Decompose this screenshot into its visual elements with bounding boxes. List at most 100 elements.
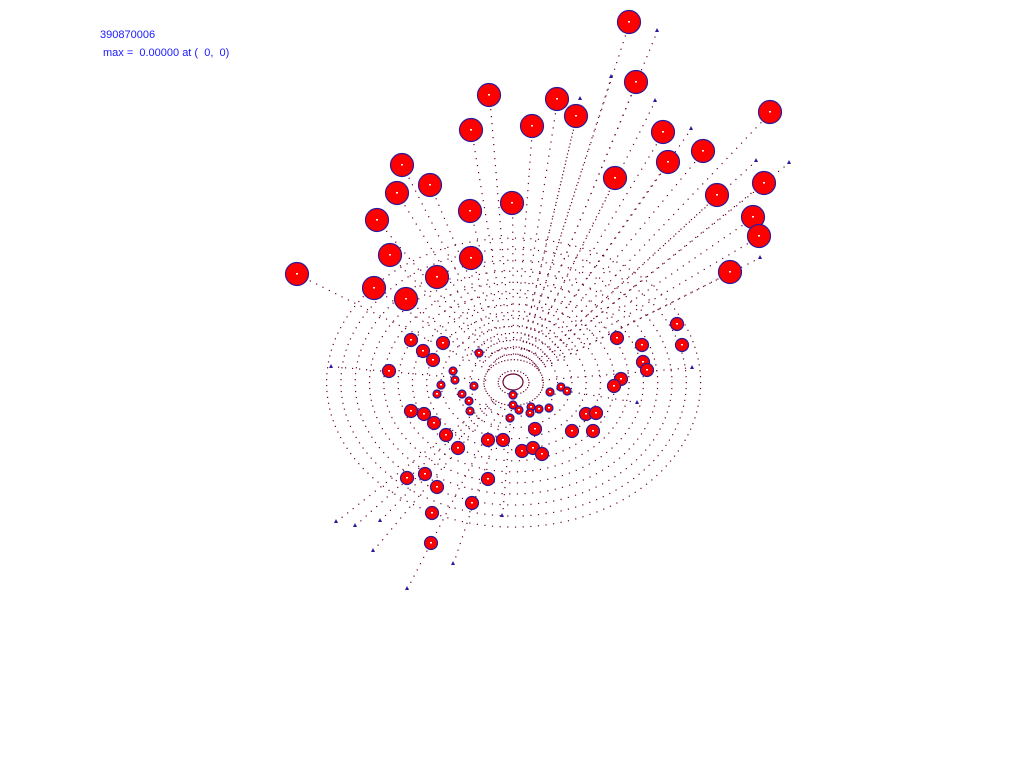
ray-dot — [711, 173, 714, 175]
ring-dot — [645, 314, 647, 316]
ring-dot — [491, 249, 494, 251]
ring-dot — [526, 361, 528, 363]
ring-dot — [554, 370, 556, 372]
ring-dot — [567, 267, 569, 269]
ray-dot — [386, 496, 388, 498]
marker-highlight — [556, 98, 558, 100]
ring-dot — [607, 465, 610, 467]
ray-dot — [431, 479, 433, 481]
ring-dot — [457, 417, 459, 420]
ray-dot — [722, 214, 724, 216]
ring-dot — [611, 364, 613, 366]
ring-dot — [457, 346, 459, 348]
ray-dot — [535, 240, 537, 242]
ring-dot — [443, 297, 445, 299]
ray-dot — [710, 281, 713, 283]
ring-dot — [575, 306, 577, 308]
ray-dot — [519, 289, 522, 291]
ray-dot — [697, 188, 699, 190]
ring-dot — [477, 417, 479, 419]
ray-dot — [450, 376, 452, 378]
ray-dot — [590, 142, 592, 144]
ray-dot — [547, 297, 549, 299]
ring-dot — [560, 521, 562, 523]
ray-dot — [544, 343, 546, 345]
ray-dot — [549, 338, 551, 340]
ring-dot — [343, 442, 345, 444]
ray-dot — [476, 415, 478, 417]
ring-dot — [459, 364, 461, 366]
ring-dot — [476, 523, 478, 525]
ray-dot — [606, 153, 608, 156]
ray-dot — [454, 267, 456, 269]
ring-dot — [513, 336, 515, 339]
ray-dot — [422, 312, 425, 314]
ring-dot — [426, 379, 428, 381]
ray-dot — [711, 223, 713, 225]
ring-dot — [326, 396, 329, 399]
ray-dot — [666, 304, 668, 306]
ring-dot — [620, 325, 622, 328]
ray-dot — [404, 205, 406, 207]
ray-dot — [448, 448, 451, 450]
ray-dot — [379, 315, 381, 317]
ray-dot — [491, 352, 494, 355]
ray-dot — [423, 556, 425, 558]
ring-dot — [589, 476, 591, 478]
ray-dot — [551, 362, 553, 364]
ring-dot — [495, 459, 498, 461]
ray-dot — [544, 250, 546, 252]
ray-dot — [517, 318, 519, 320]
ray-dot — [682, 139, 685, 141]
ray-dot — [504, 480, 507, 482]
ring-dot — [619, 347, 621, 349]
marker-highlight — [445, 434, 447, 436]
ring-dot — [555, 452, 557, 455]
ring-dot — [486, 371, 489, 373]
ray-dot — [662, 263, 664, 265]
ray-dot — [579, 219, 581, 221]
ring-dot — [674, 428, 677, 430]
ring-dot — [647, 422, 649, 424]
ray-dot — [436, 375, 438, 377]
ray-dot — [529, 161, 531, 163]
ray-dot — [575, 325, 577, 327]
ray-dot — [561, 177, 563, 179]
ray-dot — [635, 297, 638, 299]
ray-dot — [646, 275, 649, 278]
ring-dot — [425, 307, 427, 310]
ray-dot — [457, 425, 459, 427]
ray-dot — [401, 372, 403, 374]
ring-dot — [414, 316, 416, 318]
ray-dot — [651, 185, 653, 187]
ring-dot — [369, 387, 371, 390]
ray-dot — [476, 238, 479, 240]
ray-dot — [485, 299, 487, 301]
ring-dot — [433, 263, 435, 265]
ring-dot — [579, 425, 581, 427]
ray-dot — [552, 259, 554, 261]
ray-dot — [532, 300, 534, 302]
ray-dot — [486, 339, 489, 341]
ray-dot — [519, 354, 521, 356]
ring-dot — [478, 490, 481, 492]
marker-highlight — [716, 194, 718, 196]
ray-dot — [466, 317, 468, 320]
ray-dot — [600, 290, 602, 292]
ray-dot — [675, 233, 677, 235]
ring-dot — [491, 260, 494, 262]
ray-dot — [481, 419, 483, 422]
ray-dot — [703, 285, 705, 288]
ray-end-marker — [758, 255, 762, 259]
ray-dot — [528, 350, 530, 352]
ray-dot — [658, 229, 660, 231]
ray-dot — [563, 225, 565, 227]
ray-dot — [574, 333, 576, 335]
ray-end-marker — [500, 513, 504, 517]
ring-dot — [553, 511, 555, 514]
ring-dot — [347, 343, 349, 346]
ray-dot — [512, 253, 514, 255]
marker-highlight — [676, 323, 678, 325]
ring-dot — [342, 361, 344, 363]
ray-dot — [617, 286, 619, 288]
